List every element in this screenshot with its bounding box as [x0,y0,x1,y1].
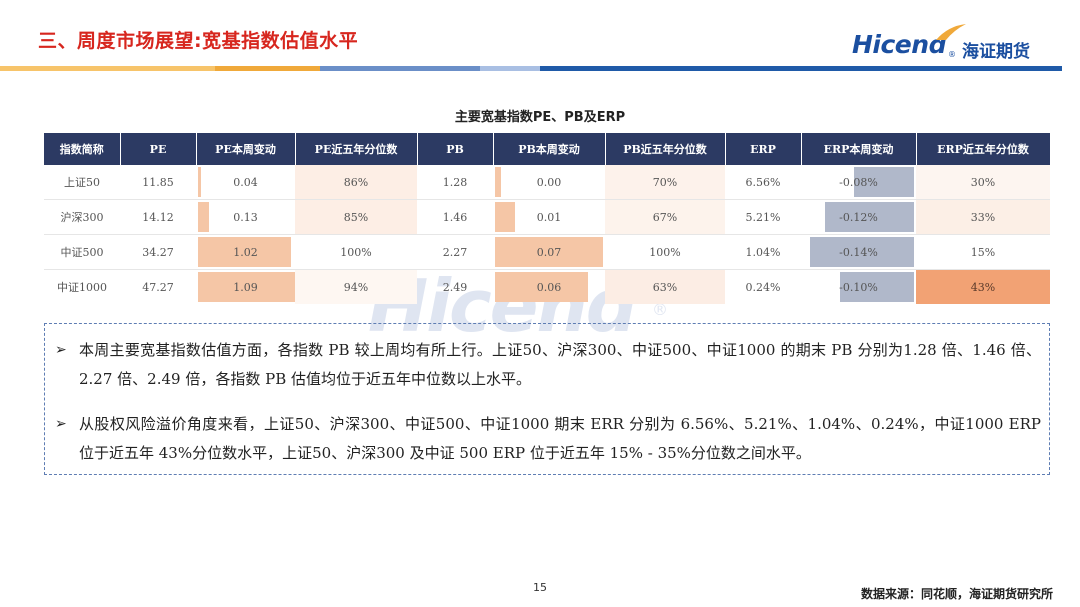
header-cell: PE近五年分位数 [295,133,418,165]
erp-change-cell: -0.14% [801,234,916,270]
company-logo: Hicend ® 海证期货 [852,22,1052,66]
pe-percentile-cell: 86% [295,165,417,200]
table-row: 中证500 34.27 1.02 100% 2.27 0.07 100% 1.0… [44,234,1050,270]
index-name-cell: 中证1000 [57,281,107,294]
erp-change-cell: -0.12% [801,199,916,235]
header-cell: PE本周变动 [196,133,296,165]
erp-percentile-cell: 33% [916,199,1050,235]
pe-change-bar [198,167,201,197]
table-header-row: 指数简称 PE PE本周变动 PE近五年分位数 PB PB本周变动 PB近五年分… [44,133,1051,165]
pe-change-cell: 1.02 [196,234,295,270]
pb-cell: 2.49 [442,280,468,294]
pe-percentile-cell: 85% [295,199,417,235]
header-cell: PB本周变动 [493,133,606,165]
commentary-bullet: ➢ 从股权风险溢价角度来看，上证50、沪深300、中证500、中证1000 期末… [55,410,1041,468]
erp-change-bar [810,237,914,267]
pe-change-value: 0.13 [233,210,258,224]
pb-change-value: 0.01 [536,210,562,224]
pb-change-bar [495,202,515,232]
erp-change-value: -0.10% [839,280,878,294]
logo-wordmark: Hicend [852,30,946,59]
table-row: 上证50 11.85 0.04 86% 1.28 0.00 70% 6.56% … [44,165,1050,200]
pb-change-cell: 0.06 [493,270,605,305]
table-row: 中证1000 47.27 1.09 94% 2.49 0.06 63% 0.24… [44,269,1050,305]
pb-percentile-cell: 70% [605,165,725,200]
valuation-table: 指数简称 PE PE本周变动 PE近五年分位数 PB PB本周变动 PB近五年分… [44,133,1051,304]
pe-change-value: 0.04 [233,175,258,189]
bullet-arrow-icon: ➢ [55,342,67,358]
erp-change-value: -0.08% [839,175,878,189]
pe-change-bar [198,272,298,302]
pb-cell: 1.46 [417,199,493,235]
pb-change-cell: 0.07 [493,234,605,270]
pb-change-cell: 0.01 [493,199,605,235]
pb-percentile-cell: 63% [605,269,725,304]
commentary-bullet: ➢ 本周主要宽基指数估值方面，各指数 PB 较上周均有所上行。上证50、沪深30… [55,336,1041,394]
bullet-arrow-icon: ➢ [55,416,67,432]
pe-cell: 14.12 [120,199,196,235]
erp-change-bar [854,167,914,197]
page-number: 15 [533,581,547,594]
pe-percentile-cell: 94% [295,269,417,304]
pe-change-cell: 0.13 [196,199,295,235]
index-name-cell: 沪深300 [44,199,120,235]
pe-change-value: 1.09 [233,280,258,294]
pe-change-cell: 0.04 [196,165,295,200]
erp-change-bar [825,202,914,232]
erp-change-bar [840,272,914,302]
index-name-cell: 中证500 [44,234,120,270]
header-cell: 指数简称 [44,133,121,165]
bullet-text: 本周主要宽基指数估值方面，各指数 PB 较上周均有所上行。上证50、沪深300、… [79,341,1041,388]
pb-percentile-cell: 100% [605,234,725,270]
pe-change-bar [198,202,209,232]
index-name-cell: 上证50 [44,165,120,200]
header-color-bar [0,66,1062,71]
watermark-registered-mark: ® [652,300,668,319]
erp-change-cell: -0.10% [801,270,916,305]
erp-change-cell: -0.08% [801,165,916,200]
pb-percentile-cell: 67% [605,199,725,235]
pe-cell: 11.85 [120,165,196,200]
bullet-text: 从股权风险溢价角度来看，上证50、沪深300、中证500、中证1000 期末 E… [79,415,1041,462]
erp-change-value: -0.14% [839,245,878,259]
pb-cell: 2.27 [417,234,493,270]
header-cell: ERP近五年分位数 [916,133,1051,165]
erp-cell: 5.21% [725,199,801,235]
pb-change-value: 0.07 [536,245,562,259]
erp-change-value: -0.12% [839,210,878,224]
pe-change-cell: 1.09 [196,270,298,305]
pb-cell: 1.28 [417,165,493,200]
erp-percentile-cell: 15% [916,234,1050,270]
pe-cell: 47.27 [142,280,174,294]
logo-registered-mark: ® [948,50,956,59]
header-cell: PB近五年分位数 [605,133,726,165]
header-cell: PB [417,133,494,165]
pb-change-bar [495,167,501,197]
pb-change-value: 0.00 [536,175,562,189]
pb-change-bar [495,237,603,267]
pb-change-value: 0.06 [536,280,562,294]
pe-cell: 34.27 [120,234,196,270]
pe-change-bar [198,237,291,267]
header-cell: ERP本周变动 [801,133,917,165]
logo-swoosh-icon [936,24,966,40]
erp-cell: 0.24% [745,280,781,294]
pb-change-bar [495,272,588,302]
page-title: 三、周度市场展望:宽基指数估值水平 [38,30,359,52]
table-row: 沪深300 14.12 0.13 85% 1.46 0.01 67% 5.21%… [44,199,1050,235]
erp-percentile-cell: 30% [916,165,1050,200]
table-title: 主要宽基指数PE、PB及ERP [454,110,626,125]
logo-chinese-name: 海证期货 [962,42,1030,62]
pb-change-cell: 0.00 [493,165,605,200]
header-cell: PE [120,133,197,165]
header-cell: ERP [725,133,802,165]
erp-cell: 6.56% [725,165,801,200]
erp-cell: 1.04% [725,234,801,270]
erp-percentile-cell: 43% [916,269,1050,304]
pe-percentile-cell: 100% [295,234,417,270]
data-source: 数据来源：同花顺，海证期货研究所 [860,587,1053,601]
commentary-box: ➢ 本周主要宽基指数估值方面，各指数 PB 较上周均有所上行。上证50、沪深30… [44,323,1050,475]
pe-change-value: 1.02 [233,245,258,259]
